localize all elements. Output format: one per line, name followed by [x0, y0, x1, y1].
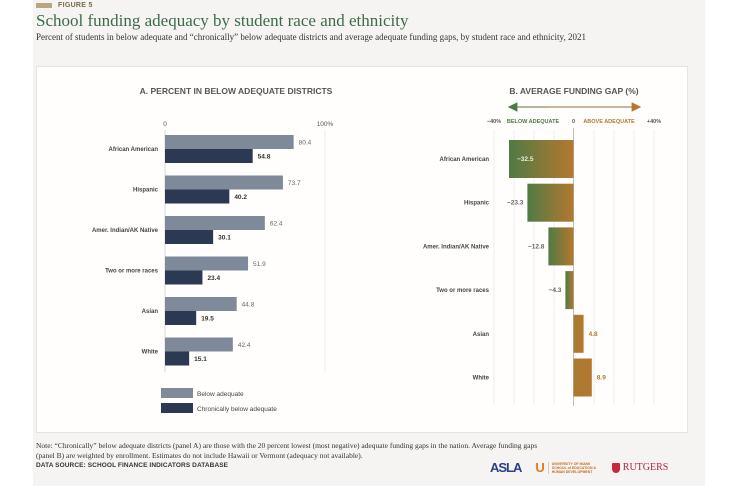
- panel-a-category-label: African American: [109, 147, 159, 153]
- figure-title: School funding adequacy by student race …: [36, 11, 409, 30]
- panel-a-category-label: Two or more races: [105, 269, 159, 275]
- panel-b-bar: [548, 227, 574, 266]
- panel-a-title: A. PERCENT IN BELOW ADEQUATE DISTRICTS: [140, 86, 333, 96]
- panel-b-value-label: −23.3: [507, 200, 524, 207]
- panel-a-bar-chronically-below: [165, 311, 197, 325]
- panel-a-value-label: 51.9: [253, 261, 266, 268]
- rutgers-logo: RUTGERS: [611, 462, 669, 473]
- figure-note: Note: “Chronically” below adequate distr…: [36, 441, 538, 460]
- legend-label-below-adequate: Below adequate: [197, 391, 244, 398]
- panel-a-category-label: Asian: [142, 309, 159, 315]
- figure-label: FIGURE 5: [36, 2, 93, 9]
- panel-a-value-label: 23.4: [207, 275, 220, 282]
- panel-a-category-label: Amer. Indian/AK Native: [92, 228, 159, 234]
- panel-b-category-label: African American: [440, 157, 490, 163]
- um-letter: U: [535, 460, 545, 475]
- above-adequate-label: ABOVE ADEQUATE: [583, 119, 635, 125]
- panel-a-value-label: 54.8: [258, 154, 271, 161]
- panel-b-value-label: −12.8: [528, 243, 545, 250]
- panel-b-bar: [573, 314, 584, 353]
- panel-b-category-label: Amer. Indian/AK Native: [423, 244, 490, 250]
- legend-swatch-below-adequate: [161, 388, 193, 398]
- panel-b-tick-label: 0: [572, 119, 575, 125]
- panel-b-tick-label: −40%: [487, 119, 501, 125]
- below-adequate-label: BELOW ADEQUATE: [507, 119, 560, 125]
- panel-b-category-label: White: [473, 376, 490, 382]
- legend-swatch-chronically-below: [161, 403, 193, 413]
- panel-a-bar-chronically-below: [165, 230, 214, 244]
- panel-b-bar: [573, 358, 592, 397]
- panel-b-category-label: Two or more races: [436, 288, 490, 294]
- panel-b-value-label: −4.3: [549, 287, 562, 294]
- figure-subtitle: Percent of students in below adequate an…: [36, 32, 586, 42]
- panel-b-title: B. AVERAGE FUNDING GAP (%): [509, 86, 638, 96]
- panel-b-category-label: Hispanic: [464, 201, 490, 207]
- panel-a-bar-below-adequate: [165, 216, 265, 230]
- panel-a-bar-below-adequate: [165, 256, 249, 271]
- university-of-miami-logo: U UNIVERSITY OF MIAMI SCHOOL of EDUCATIO…: [535, 460, 597, 475]
- panel-a-category-label: White: [142, 350, 159, 356]
- panel-a-tick-label: 100%: [317, 121, 334, 128]
- panel-b-value-label: −32.5: [517, 156, 534, 163]
- panel-a-value-label: 62.4: [270, 221, 283, 228]
- panel-a-value-label: 42.4: [238, 342, 251, 349]
- panel-a-bar-below-adequate: [165, 135, 294, 149]
- um-text: UNIVERSITY OF MIAMI SCHOOL of EDUCATION …: [547, 461, 598, 474]
- panel-a-bar-chronically-below: [165, 149, 253, 163]
- panel-a-bar-chronically-below: [165, 189, 230, 204]
- panel-a-value-label: 15.1: [194, 356, 207, 363]
- panel-a-bar-chronically-below: [165, 351, 190, 366]
- panel-a-value-label: 30.1: [218, 235, 231, 242]
- panel-a-bar-below-adequate: [165, 337, 233, 352]
- rutgers-shield-icon: [611, 462, 620, 473]
- panel-b-bar: [509, 140, 574, 178]
- data-source: DATA SOURCE: SCHOOL FINANCE INDICATORS D…: [36, 462, 229, 469]
- legend-label-chronically-below: Chronically below adequate: [197, 406, 277, 413]
- panel-a-bar-chronically-below: [165, 270, 203, 285]
- panel-b-category-label: Asian: [473, 332, 490, 338]
- panel-a-tick-label: 0: [163, 121, 167, 128]
- panel-b-value-label: 4.8: [589, 331, 598, 338]
- panel-a-bar-below-adequate: [165, 297, 237, 311]
- panel-b-tick-label: +40%: [647, 119, 661, 125]
- asla-logo: ASLA: [490, 460, 522, 475]
- figure-label-text: FIGURE 5: [58, 2, 93, 9]
- panel-a-value-label: 40.2: [234, 194, 247, 201]
- panel-a-value-label: 73.7: [288, 180, 301, 187]
- panel-a-bar-below-adequate: [165, 175, 283, 190]
- panel-a-category-label: Hispanic: [133, 188, 159, 194]
- figure-label-swatch: [36, 3, 52, 8]
- rutgers-text: RUTGERS: [622, 462, 669, 473]
- panel-b-bar: [565, 271, 574, 310]
- panel-a-value-label: 80.4: [299, 140, 312, 147]
- panel-b-bar: [527, 183, 574, 222]
- panel-a-value-label: 44.8: [242, 302, 255, 309]
- logos: ASLA U UNIVERSITY OF MIAMI SCHOOL of EDU…: [490, 460, 668, 475]
- panel-a-value-label: 19.5: [201, 316, 214, 323]
- panel-b-value-label: 8.9: [597, 375, 606, 382]
